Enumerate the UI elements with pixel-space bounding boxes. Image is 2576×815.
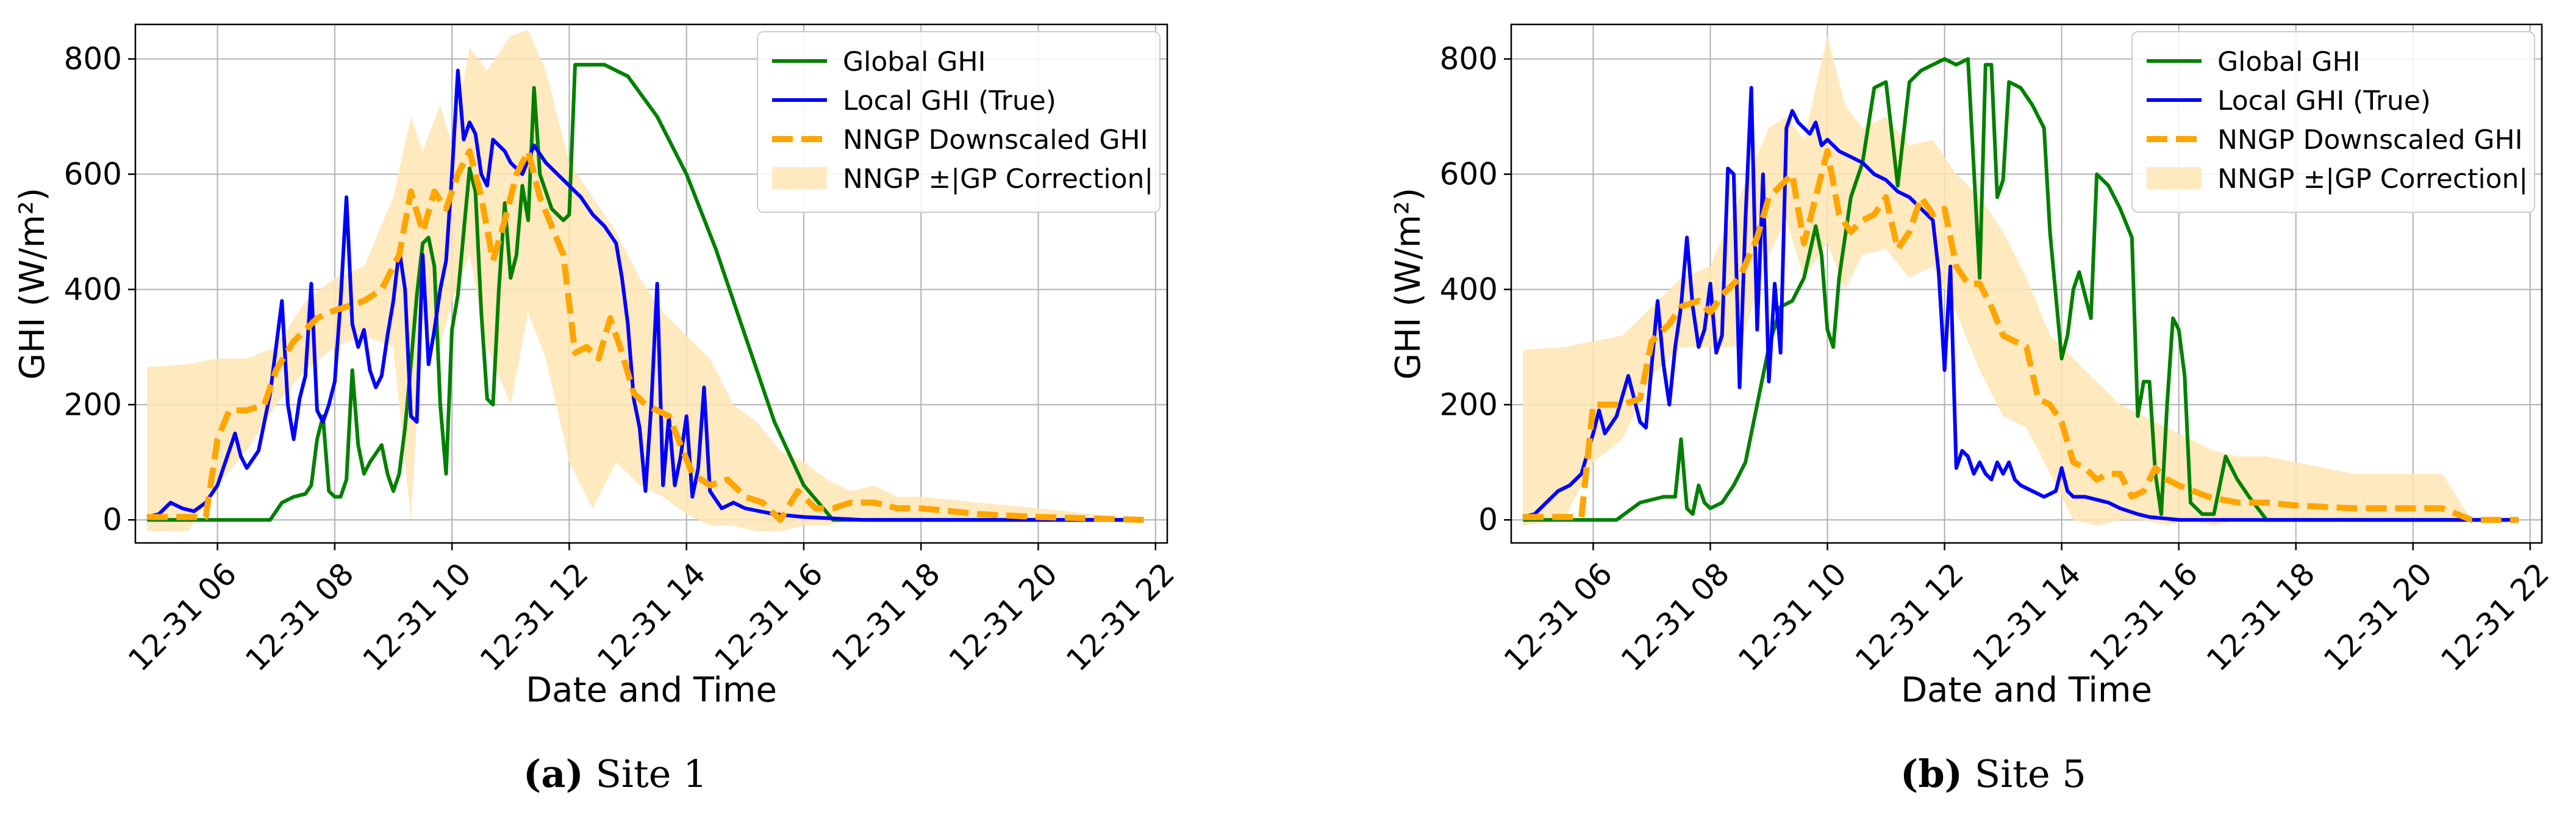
series-line-global-ghi — [1523, 57, 2519, 522]
x-tick-label: 12-31 06 — [121, 556, 243, 678]
y-tick-label: 200 — [64, 387, 122, 422]
x-axis-label: Date and Time — [1901, 670, 2152, 710]
x-tick-label: 12-31 14 — [590, 556, 712, 678]
series-line-nngp-downscaled — [147, 148, 1144, 523]
x-tick-label: 12-31 22 — [2434, 556, 2556, 678]
series-band-nngp-correction — [147, 30, 1144, 532]
x-tick-label: 12-31 10 — [356, 556, 478, 678]
legend-label: NNGP ±|GP Correction| — [843, 163, 1153, 195]
y-tick-label: 0 — [1478, 502, 1498, 537]
x-tick-label: 12-31 22 — [1059, 556, 1181, 678]
plot-area — [1522, 35, 2519, 526]
caption-letter: (a) — [523, 752, 584, 796]
y-tick-label: 800 — [64, 41, 122, 77]
x-tick-label: 12-31 16 — [707, 556, 829, 678]
x-tick-label: 12-31 12 — [1848, 556, 1970, 678]
x-tick-label: 12-31 10 — [1731, 556, 1853, 678]
y-axis-label: GHI (W/m²) — [1389, 188, 1428, 380]
series-line-global-ghi — [147, 63, 1144, 522]
legend: Global GHI Local GHI (True) NNGP Downscale… — [2131, 31, 2535, 213]
x-tick-label: 12-31 18 — [2200, 556, 2322, 678]
x-tick-label: 12-31 08 — [238, 556, 360, 678]
y-tick-label: 600 — [64, 157, 122, 192]
x-tick-label: 12-31 16 — [2083, 556, 2205, 678]
legend-label: Global GHI — [843, 46, 986, 77]
legend: Global GHI Local GHI (True) NNGP Downscale… — [757, 31, 1161, 213]
x-tick-label: 12-31 20 — [2317, 556, 2439, 678]
x-tick-label: 12-31 12 — [473, 556, 595, 678]
legend-label: NNGP Downscaled GHI — [843, 124, 1148, 156]
series-line-local-ghi — [1522, 85, 2519, 522]
y-tick-label: 400 — [1440, 271, 1498, 307]
legend-label: Global GHI — [2217, 46, 2361, 77]
y-tick-label: 200 — [1440, 387, 1498, 422]
x-tick-label: 12-31 18 — [825, 556, 947, 678]
y-axis-label: GHI (W/m²) — [13, 188, 52, 380]
caption-site-5: (b) Site 5 — [1900, 752, 2086, 796]
y-tick-label: 800 — [1440, 41, 1498, 77]
series-line-local-ghi — [146, 68, 1144, 522]
plot-area — [146, 30, 1144, 532]
caption-letter: (b) — [1900, 752, 1963, 796]
x-tick-label: 12-31 08 — [1614, 556, 1736, 678]
legend-box — [2131, 31, 2535, 213]
legend-label: NNGP ±|GP Correction| — [2217, 163, 2528, 195]
plot-frame — [1510, 23, 2543, 544]
legend-box — [757, 31, 1161, 213]
plot-frame — [134, 23, 1168, 544]
x-axis-label: Date and Time — [526, 670, 777, 710]
caption-text: Site 1 — [583, 752, 707, 796]
caption-text: Site 5 — [1962, 752, 2086, 796]
legend-label: Local GHI (True) — [2217, 85, 2431, 117]
x-tick-label: 12-31 14 — [1966, 556, 2088, 678]
x-tick-label: 12-31 06 — [1497, 556, 1619, 678]
series-band-nngp-correction — [1523, 35, 2519, 526]
caption-site-1: (a) Site 1 — [523, 752, 707, 796]
x-tick-label: 12-31 20 — [942, 556, 1064, 678]
legend-label: Local GHI (True) — [843, 85, 1056, 117]
legend-label: NNGP Downscaled GHI — [2217, 124, 2523, 156]
y-tick-label: 400 — [64, 271, 122, 307]
legend-key-band — [2147, 167, 2202, 189]
y-tick-label: 600 — [1440, 157, 1498, 192]
y-tick-label: 0 — [102, 502, 122, 537]
series-line-nngp-downscaled — [1523, 148, 2519, 523]
legend-key-band — [772, 167, 827, 189]
